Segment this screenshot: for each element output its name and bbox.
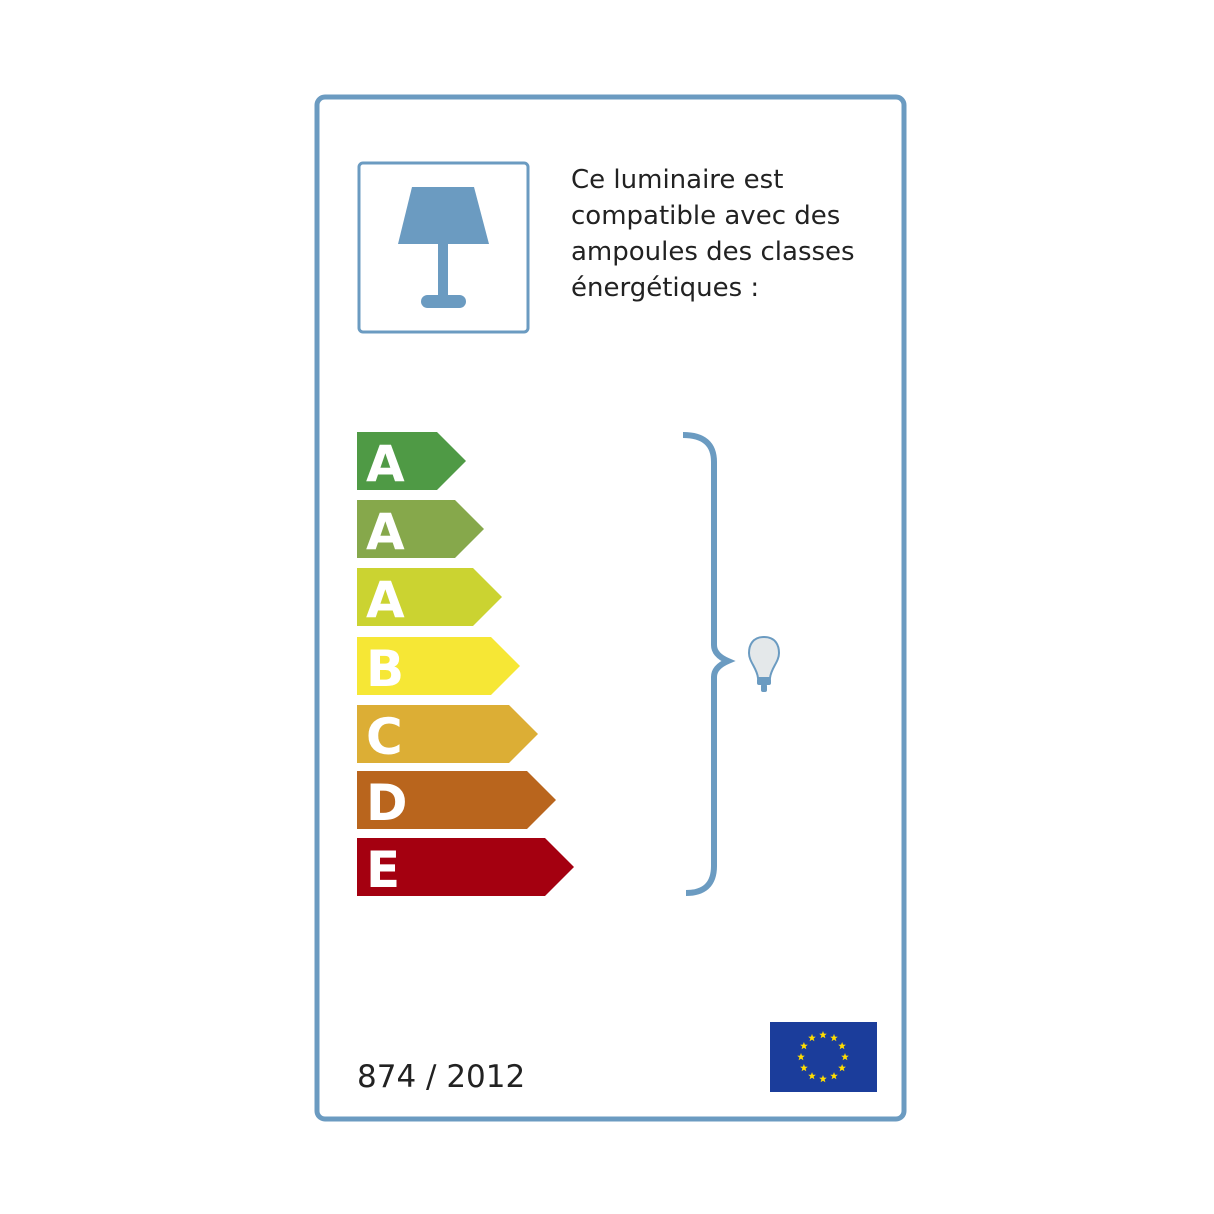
- energy-class-a: A: [357, 568, 502, 629]
- star-icon: [830, 1072, 838, 1080]
- energy-class-e: E: [357, 838, 574, 899]
- energy-class-a: A: [357, 432, 466, 493]
- energy-class-arrow: [357, 637, 520, 695]
- star-icon: [819, 1031, 827, 1039]
- regulation-number: 874 / 2012: [357, 1059, 525, 1095]
- energy-class-letter: C: [366, 708, 403, 766]
- description: Ce luminaire est compatible avec des amp…: [571, 165, 855, 303]
- energy-class-c: C: [357, 705, 538, 766]
- energy-class-b: B: [357, 637, 520, 698]
- star-icon: [830, 1033, 838, 1042]
- energy-class-letter: D: [366, 774, 408, 832]
- star-icon: [819, 1075, 827, 1083]
- star-icon: [808, 1072, 816, 1080]
- energy-class-d: D: [357, 771, 556, 832]
- eu-flag-icon: [770, 1022, 877, 1092]
- energy-class-letter: A: [366, 503, 405, 561]
- energy-class-arrow: [357, 771, 556, 829]
- energy-class-arrow: [357, 500, 484, 558]
- energy-class-a: A: [357, 500, 484, 561]
- star-icon: [838, 1064, 846, 1072]
- energy-class-arrow: [357, 568, 502, 626]
- energy-class-arrow: [357, 432, 466, 490]
- star-icon: [797, 1053, 805, 1061]
- description-line: compatible avec des: [571, 201, 840, 231]
- energy-class-letter: E: [366, 841, 400, 899]
- star-icon: [808, 1033, 816, 1042]
- table-lamp-icon: [357, 161, 530, 334]
- description-line: énergétiques :: [571, 273, 759, 303]
- energy-class-letter: A: [366, 571, 405, 629]
- light-bulb-icon: [747, 635, 781, 692]
- description-line: Ce luminaire est: [571, 165, 783, 195]
- star-icon: [838, 1042, 846, 1050]
- energy-class-letter: A: [366, 435, 405, 493]
- description-line: ampoules des classes: [571, 237, 855, 267]
- star-icon: [800, 1064, 808, 1072]
- star-icon: [800, 1042, 808, 1050]
- bracket: [682, 432, 736, 896]
- energy-class-letter: B: [366, 640, 404, 698]
- energy-class-arrow: [357, 838, 574, 896]
- star-icon: [841, 1053, 849, 1061]
- energy-class-arrow: [357, 705, 538, 763]
